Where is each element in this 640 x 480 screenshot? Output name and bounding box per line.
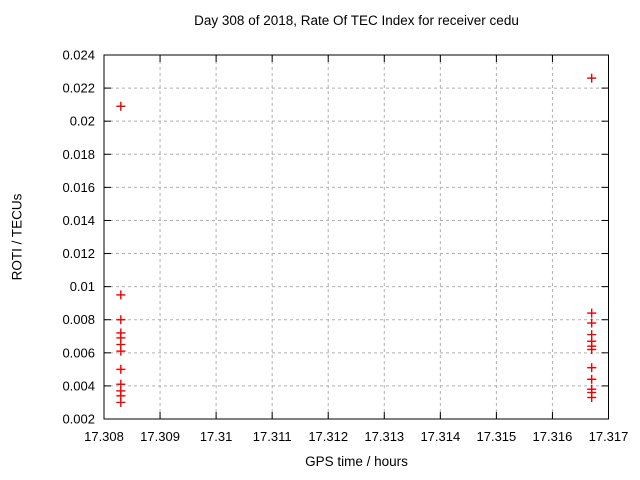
x-tick-label: 17.308	[84, 429, 124, 444]
y-tick-label: 0.014	[62, 213, 95, 228]
y-tick-label: 0.02	[70, 114, 95, 129]
x-tick-label: 17.309	[140, 429, 180, 444]
y-tick-label: 0.004	[62, 378, 95, 393]
plot-frame	[103, 54, 609, 420]
x-tick-label: 17.313	[364, 429, 404, 444]
x-tick-label: 17.311	[253, 429, 292, 444]
x-tick-label: 17.312	[308, 429, 348, 444]
y-tick-label: 0.01	[70, 279, 95, 294]
chart-title: Day 308 of 2018, Rate Of TEC Index for r…	[194, 13, 519, 28]
x-tick-label: 17.315	[477, 429, 517, 444]
y-tick-label: 0.022	[62, 81, 95, 96]
x-tick-label: 17.316	[533, 429, 573, 444]
x-tick-label: 17.314	[420, 429, 460, 444]
y-tick-label: 0.006	[62, 345, 95, 360]
y-tick-label: 0.018	[62, 147, 95, 162]
x-axis-title: GPS time / hours	[305, 454, 408, 469]
y-tick-label: 0.008	[62, 312, 95, 327]
x-tick-label: 17.31	[200, 429, 233, 444]
y-tick-label: 0.016	[62, 180, 95, 195]
y-tick-label: 0.012	[62, 246, 95, 261]
y-tick-label: 0.002	[62, 412, 95, 427]
x-tick-label: 17.317	[589, 429, 629, 444]
y-tick-label: 0.024	[62, 48, 95, 63]
